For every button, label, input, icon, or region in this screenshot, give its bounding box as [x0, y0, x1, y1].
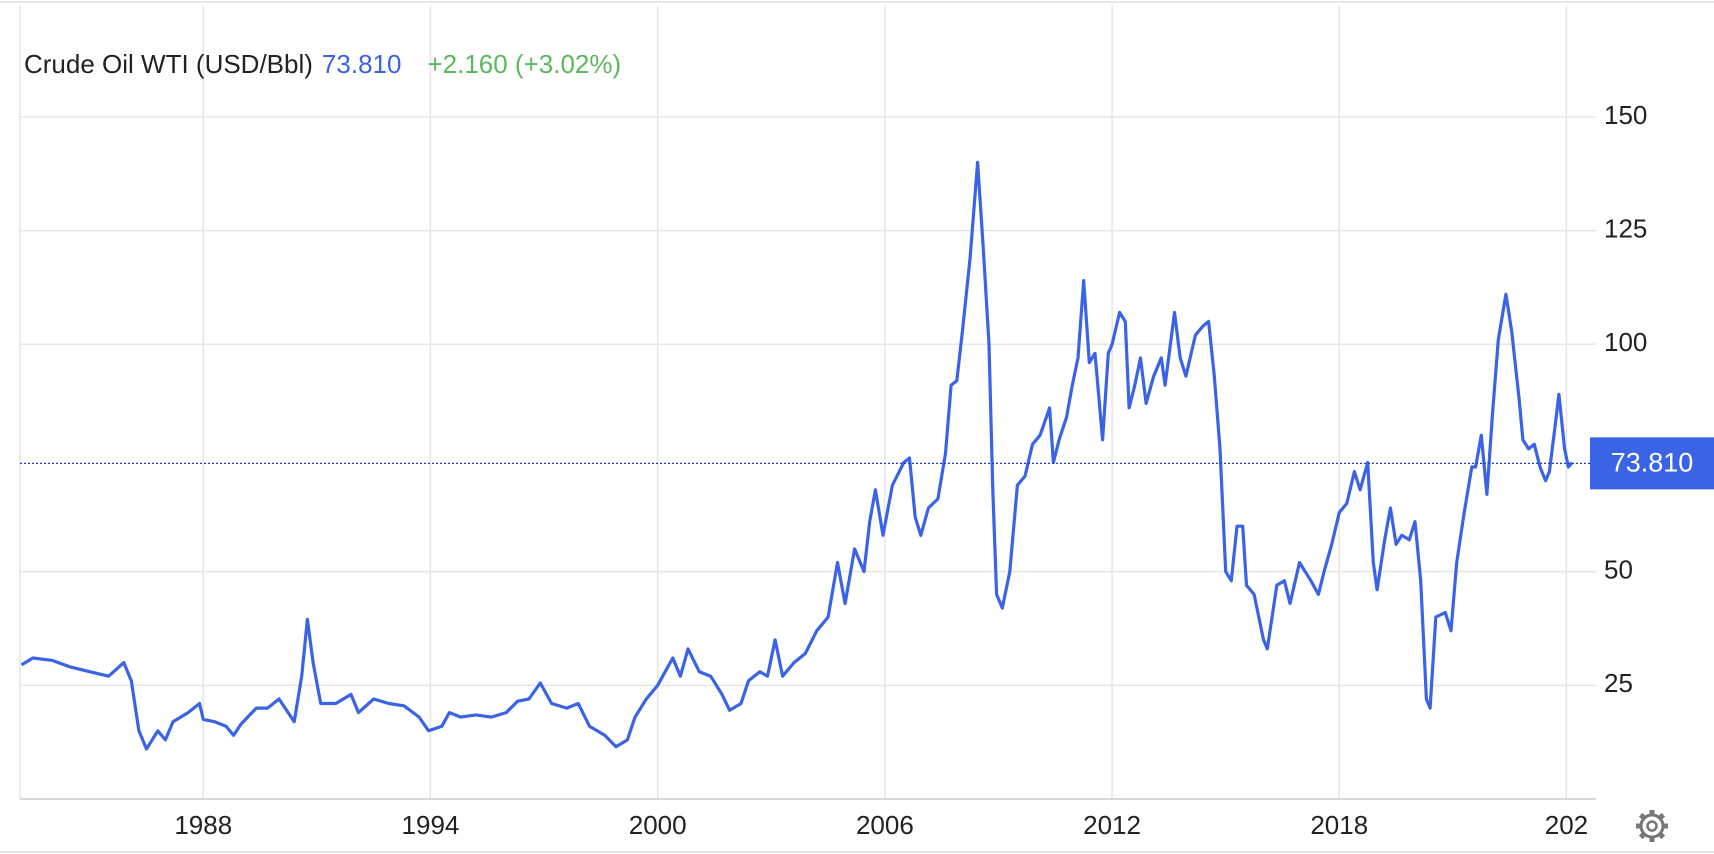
price-line — [20, 160, 1574, 751]
y-tick-label: 125 — [1604, 213, 1647, 243]
x-tick-label: 2006 — [856, 810, 914, 840]
header-price: 73.810 — [322, 49, 402, 79]
chart-title: Crude Oil WTI (USD/Bbl) — [24, 49, 313, 79]
x-tick-label: 2012 — [1083, 810, 1141, 840]
settings-icon[interactable] — [1636, 810, 1668, 842]
y-tick-label: 25 — [1604, 668, 1633, 698]
y-tick-label: 50 — [1604, 555, 1633, 585]
y-tick-label: 150 — [1604, 100, 1647, 130]
x-tick-label: 1994 — [402, 810, 460, 840]
x-tick-label: 202 — [1545, 810, 1588, 840]
x-tick-label: 2018 — [1310, 810, 1368, 840]
last-price-box — [1590, 437, 1714, 490]
last-price-label: 73.810 — [1611, 447, 1694, 477]
header-change: +2.160 (+3.02%) — [427, 49, 621, 79]
x-tick-label: 2000 — [629, 810, 687, 840]
y-tick-label: 100 — [1604, 327, 1647, 357]
header: Crude Oil WTI (USD/Bbl) 73.810 +2.160 (+3.… — [24, 49, 621, 79]
x-tick-label: 1988 — [174, 810, 232, 840]
